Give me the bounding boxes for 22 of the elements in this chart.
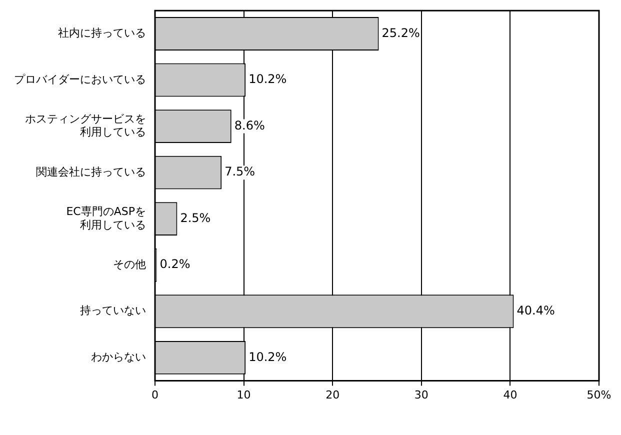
data-label: 10.2%: [248, 350, 287, 364]
y-tick-label: わからない: [91, 350, 146, 364]
x-tick-label: 30: [414, 388, 428, 402]
x-tick-label: 20: [326, 388, 340, 402]
data-label: 10.2%: [248, 72, 287, 86]
y-tick-label: プロバイダーにおいている: [14, 72, 146, 86]
x-tick-label: 0: [152, 388, 158, 402]
data-label: 0.2%: [160, 257, 190, 272]
data-label: 7.5%: [224, 164, 256, 179]
y-tick-label: 関連会社に持っている: [36, 165, 146, 178]
x-tick-label: 10: [236, 388, 251, 402]
data-label: 25.2%: [382, 26, 420, 40]
data-label: 8.6%: [234, 118, 265, 132]
y-tick-label: ホスティングサービスを利用している: [25, 112, 146, 139]
data-label: 40.4%: [516, 304, 555, 318]
x-tick-label: 40: [503, 388, 518, 402]
y-tick-label: 社内に持っている: [58, 26, 146, 40]
y-tick-label: その他: [113, 258, 146, 271]
data-label: 2.5%: [180, 210, 211, 225]
y-tick-label: 持っていない: [80, 304, 146, 318]
y-tick-label: EC専門のASPを利用している: [66, 205, 146, 232]
x-tick-label: 50%: [586, 388, 612, 402]
